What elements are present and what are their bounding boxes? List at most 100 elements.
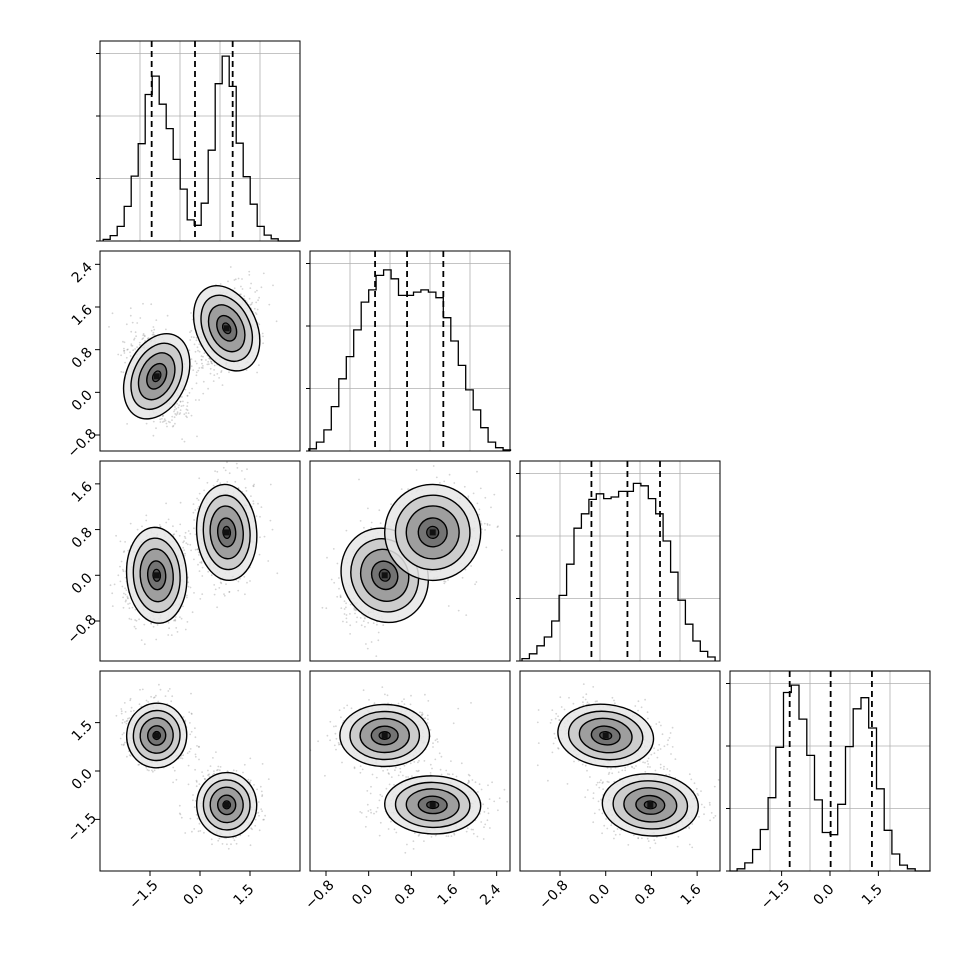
scatter-point [161,417,163,420]
scatter-point [234,480,237,483]
scatter-point [136,322,139,324]
scatter-point [240,285,242,288]
scatter-point [186,405,189,407]
scatter-point [191,830,193,833]
scatter-point [141,525,143,528]
scatter-point [179,412,182,414]
scatter-point [213,770,215,772]
scatter-point [198,350,201,353]
scatter-point [338,577,340,579]
scatter-point [176,411,179,413]
scatter-point [176,631,179,633]
scatter-point [174,422,176,425]
scatter-point [175,627,178,629]
scatter-point [159,525,162,528]
scatter-point [187,530,190,532]
scatter-point [191,387,194,390]
scatter-point [179,757,182,759]
scatter-point [140,639,143,641]
scatter-point [212,380,215,382]
scatter-point [326,556,328,559]
scatter-point [245,369,248,371]
density-cluster-2 [195,483,258,582]
scatter-point [167,690,170,692]
scatter-point [125,722,128,725]
scatter-point [124,541,126,543]
scatter-point [135,335,138,338]
scatter-point [171,415,174,418]
scatter-point [178,812,181,815]
scatter-point [187,412,190,414]
scatter-point [184,552,187,555]
scatter-point [145,699,148,702]
scatter-point [190,713,193,715]
scatter-point [244,593,246,596]
scatter-point [178,804,181,807]
scatter-point [186,401,189,404]
scatter-point [122,718,124,721]
scatter-point [178,534,181,537]
scatter-point [197,369,200,372]
scatter-point [145,519,148,522]
scatter-point [125,356,128,359]
scatter-point [202,380,205,383]
scatter-point [261,332,264,335]
scatter-point [220,582,223,585]
scatter-point [228,591,231,593]
scatter-point [124,593,127,596]
scatter-point [200,560,203,563]
scatter-point [362,620,365,622]
scatter-point [217,765,220,768]
scatter-point [128,617,131,620]
scatter-point [130,618,133,621]
scatter-point [376,623,378,626]
scatter-point [198,367,201,369]
density-cluster-2 [195,771,258,838]
scatter-point [196,548,199,551]
scatter-point [263,535,266,538]
scatter-point [180,816,183,819]
scatter-point [121,722,124,724]
scatter-point [183,554,186,557]
scatter-point [138,341,141,344]
scatter-point [126,755,128,758]
scatter-point [141,688,144,691]
scatter-point [216,769,218,772]
scatter-point [173,408,176,411]
scatter-point [123,592,125,595]
scatter-point [165,521,168,524]
scatter-point [117,353,120,356]
scatter-point [349,624,352,627]
density-cluster-1 [122,333,191,420]
scatter-point [123,732,125,734]
scatter-point [254,818,257,821]
scatter-point [129,351,131,354]
scatter-point [185,415,188,417]
scatter-point [250,827,253,830]
scatter-point [184,719,187,722]
scatter-point [176,402,179,405]
scatter-point [135,619,138,622]
scatter-point [161,421,164,423]
scatter-point [197,507,199,510]
scatter-point [186,394,189,397]
scatter-point [207,774,210,777]
scatter-point [190,312,192,314]
scatter-point [258,364,260,366]
scatter-point [192,799,194,802]
scatter-point [130,344,133,347]
scatter-point [129,602,131,605]
scatter-point [143,334,146,337]
scatter-point [153,769,156,772]
scatter-point [119,580,122,583]
scatter-point [375,655,378,657]
scatter-point [155,638,158,641]
scatter-point [169,421,171,424]
scatter-point [129,755,132,757]
scatter-point [158,683,160,686]
scatter-point [253,307,256,310]
scatter-point [251,828,254,831]
scatter-point [241,278,243,280]
scatter-point [261,810,263,813]
scatter-point [124,741,126,744]
